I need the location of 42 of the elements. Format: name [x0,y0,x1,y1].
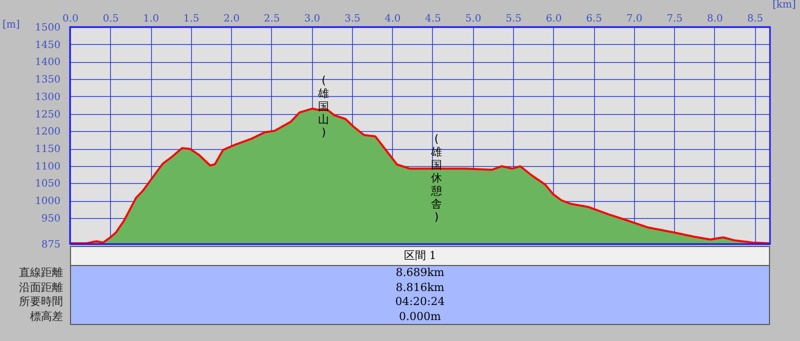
y-tick-label: 1100 [35,161,60,172]
x-tick-label: 6.5 [586,14,602,24]
x-tick-label: 0.5 [102,14,119,24]
text: 標高差 [30,310,63,324]
y-tick-label: 1300 [35,92,60,103]
x-tick-label: 6.0 [546,14,562,24]
text: 0.000m [399,310,441,322]
text: 直線距離 [19,266,63,280]
x-axis-title: [km] [772,0,796,10]
x-tick-label: 8.0 [706,14,723,24]
x-tick-label: 4.0 [384,14,401,24]
x-tick-label: 1.5 [183,14,200,24]
y-tick-label: 1500 [35,22,60,34]
y-tick-label: 1250 [35,109,60,120]
text: 沿面距離 [19,280,63,295]
x-tick-label: 5.5 [506,14,522,24]
text: 8.689km [396,266,444,279]
y-axis-title: [m] [2,20,20,30]
y-tick-label: 950 [41,213,60,224]
x-tick-label: 2.0 [224,14,240,24]
text: 8.816km [396,280,444,294]
text: 所要時間 [19,295,63,310]
y-tick-label: 875 [41,240,60,250]
text: 04:20:24 [395,295,445,308]
x-tick-label: 3.5 [344,14,360,24]
y-tick-label: 1200 [35,126,60,138]
x-tick-label: 8.5 [747,14,764,24]
x-tick-label: 2.5 [264,14,280,24]
x-tick-label: 1.0 [143,14,160,24]
x-tick-label: 5.0 [465,14,482,24]
x-tick-label: 7.0 [626,14,642,24]
x-tick-label: 4.5 [425,14,441,24]
x-tick-label: 0.0 [62,14,78,24]
y-tick-label: 1450 [35,40,60,51]
x-tick-label: 3.0 [304,14,320,24]
text: 区間 1 [70,246,770,266]
y-tick-label: 1000 [35,196,60,208]
x-tick-label: 7.5 [666,14,683,24]
y-tick-label: 1400 [35,57,60,68]
y-tick-label: 1050 [35,178,60,190]
y-tick-label: 1350 [35,74,60,86]
y-tick-label: 1150 [35,144,60,156]
